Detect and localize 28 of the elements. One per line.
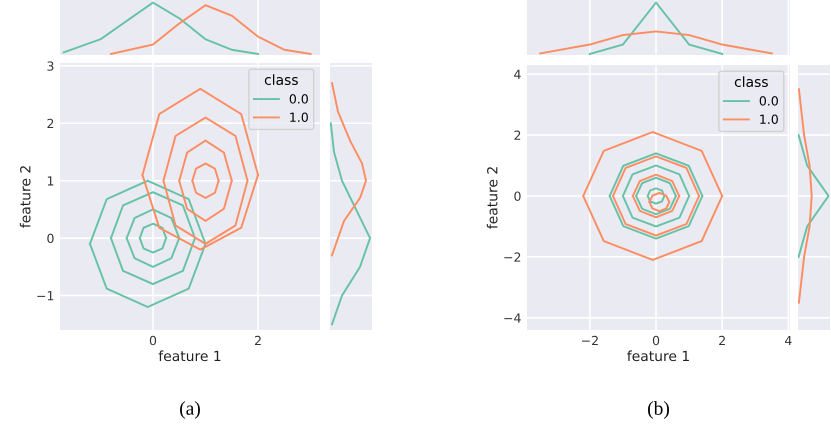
text: (b): [648, 401, 669, 419]
y-tick-label: 1: [48, 176, 54, 186]
y-tick-label: 4: [514, 70, 521, 79]
y-tick-label: 0: [514, 191, 521, 201]
x-axis-title: feature 1: [158, 350, 220, 362]
legend-label: 0.0: [760, 96, 778, 106]
x-tick-label: 2: [254, 336, 261, 346]
legend-title: class: [734, 76, 768, 87]
y-tick-label: −1: [37, 291, 54, 300]
y-tick-label: 3: [47, 61, 54, 71]
text: (a): [180, 401, 200, 419]
y-tick-label: 2: [47, 118, 54, 128]
legend-label: 1.0: [290, 112, 308, 122]
x-tick-label: 4: [784, 336, 792, 346]
x-tick-label: 2: [719, 336, 725, 346]
x-tick-label: 0: [150, 336, 156, 346]
y-tick-label: −4: [504, 313, 521, 323]
legend-label: 0.0: [290, 94, 308, 104]
legend-label: 1.0: [760, 114, 778, 124]
x-tick-label: 0: [652, 336, 660, 346]
x-tick-label: −2: [582, 336, 598, 346]
y-tick-label: 0: [47, 234, 54, 244]
legend-title: class: [264, 74, 298, 85]
y-axis-title: feature 2: [20, 166, 31, 228]
y-tick-label: −2: [504, 252, 520, 262]
x-axis-title: feature 1: [627, 350, 689, 362]
y-axis-title: feature 2: [486, 167, 498, 229]
y-tick-label: 2: [514, 130, 520, 140]
